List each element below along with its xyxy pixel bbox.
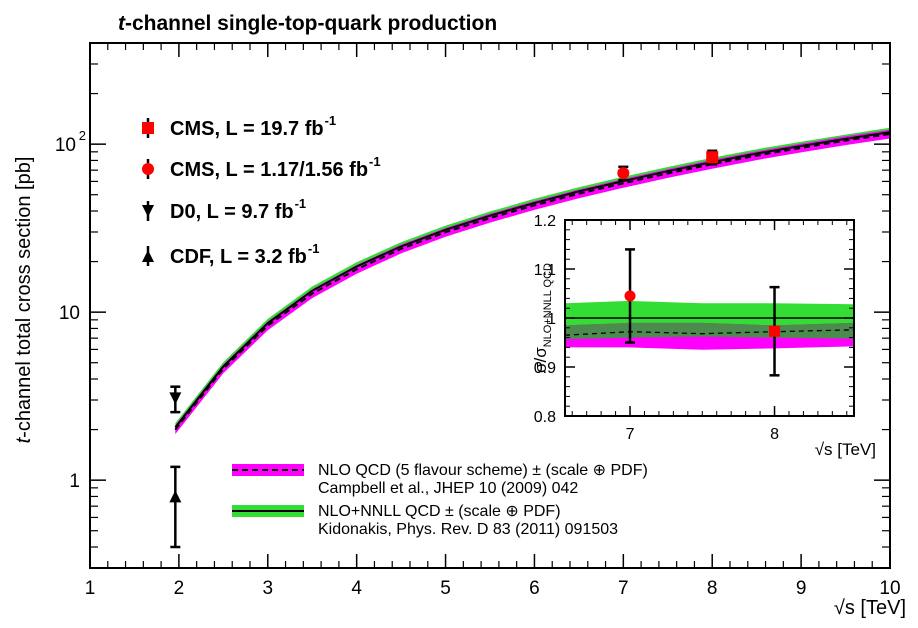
legend-marker-cms-1	[142, 163, 154, 175]
inset-y-tick-label-0.8: 0.8	[534, 409, 556, 426]
legend-label-exp-0: -1	[325, 113, 337, 128]
data-point-d0-2	[169, 392, 182, 405]
legend-marker-cdf-3	[142, 250, 154, 262]
inset-y-tick-label-1.2: 1.2	[534, 213, 556, 230]
legend-marker-cms-0	[142, 122, 154, 134]
x-tick-label-8: 8	[707, 578, 718, 599]
inset-points	[624, 248, 781, 377]
y-tick-label-10: 10	[59, 303, 80, 324]
x-tick-label-4: 4	[351, 578, 362, 599]
inset-x-tick-label-8: 8	[770, 426, 779, 443]
legend-label-cms-1: CMS, L = 1.17/1.56 fb	[170, 159, 368, 181]
legend-label-exp-1: -1	[369, 154, 381, 169]
data-point-cdf-3	[169, 490, 182, 503]
legend-theory-reference-0: Campbell et al., JHEP 10 (2009) 042	[318, 480, 578, 497]
measurement-points	[169, 149, 719, 549]
inset-y-axis-label: σ/σNLO+NNLL QCD	[531, 263, 554, 373]
inset-x-tick-label-7: 7	[626, 426, 635, 443]
x-tick-label-5: 5	[440, 578, 451, 599]
y-tick-label-exp-100: 2	[79, 128, 86, 143]
legend-theory-reference-1: Kidonakis, Phys. Rev. D 83 (2011) 091503	[318, 521, 618, 538]
inset-x-axis-label: √s [TeV]	[815, 440, 876, 459]
x-tick-label-10: 10	[879, 578, 900, 599]
data-point-cms-1	[617, 167, 630, 180]
data-point-cms-0	[706, 151, 719, 164]
x-tick-label-7: 7	[618, 578, 629, 599]
theory-lines	[174, 131, 891, 431]
legend-label-exp-2: -1	[295, 196, 307, 211]
legend-label-cdf-3: CDF, L = 3.2 fb	[170, 246, 307, 268]
legend-label-exp-3: -1	[308, 241, 320, 256]
y-tick-label-1: 1	[69, 471, 80, 492]
theory-line-nlo	[174, 133, 891, 431]
inset-y-tick-label-1: 1	[547, 311, 556, 328]
legend-label-d0-2: D0, L = 9.7 fb	[170, 201, 294, 223]
inset-point-1	[769, 325, 781, 337]
legend-label-cms-0: CMS, L = 19.7 fb	[170, 118, 324, 140]
x-tick-label-1: 1	[85, 578, 96, 599]
inset-y-tick-label-0.9: 0.9	[534, 360, 556, 377]
x-tick-label-6: 6	[529, 578, 540, 599]
legend-theory-name-1: NLO+NNLL QCD ± (scale ⊕ PDF)	[318, 503, 561, 520]
x-tick-label-2: 2	[174, 578, 185, 599]
theory-legend: NLO QCD (5 flavour scheme) ± (scale ⊕ PD…	[232, 462, 648, 538]
theory-line-nnll	[174, 131, 891, 429]
x-axis-label: √s [TeV]	[834, 597, 906, 619]
inset-nlo-ratio-line	[564, 329, 855, 336]
chart-title: t-channel single-top-quark production	[118, 12, 497, 35]
inset-lines	[564, 317, 855, 336]
legend-marker-d0-2	[142, 205, 154, 217]
inset-axes: 7 8 0.8 0.9 1 1.1 1.2	[534, 213, 854, 443]
inset-y-tick-label-1.1: 1.1	[534, 262, 556, 279]
y-axis-label: t-channel total cross section [pb]	[13, 157, 35, 444]
inset-overlap-band	[565, 322, 854, 340]
plot-frame	[89, 42, 891, 569]
legend-theory-name-0: NLO QCD (5 flavour scheme) ± (scale ⊕ PD…	[318, 462, 648, 479]
x-tick-label-3: 3	[262, 578, 273, 599]
ratio-inset: 7 8 0.8 0.9 1 1.1 1.2 σ/σNLO+NNLL QCD √s [TeV]	[531, 213, 876, 459]
inset-point-0	[624, 290, 636, 302]
y-tick-label-100: 10	[55, 135, 76, 156]
x-tick-label-9: 9	[796, 578, 807, 599]
inset-bands	[565, 300, 854, 350]
